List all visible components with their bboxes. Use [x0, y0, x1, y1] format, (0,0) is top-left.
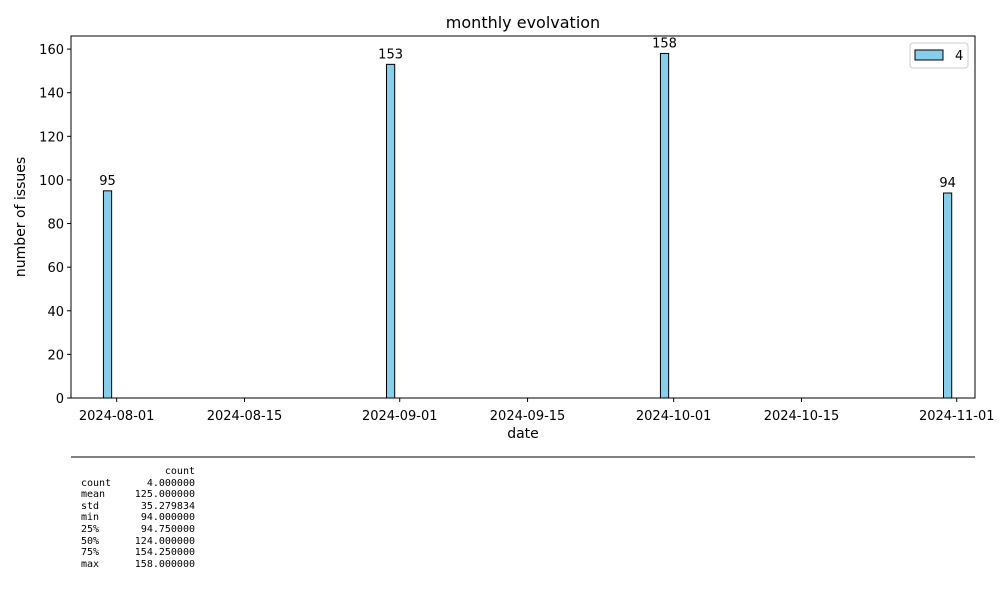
stats-row: 25% 94.750000: [81, 524, 195, 536]
bar-value-label: 153: [378, 47, 403, 62]
x-tick-label: 2024-08-01: [79, 409, 155, 424]
stats-row-value: 124.000000: [134, 535, 195, 547]
y-tick-label: 120: [39, 130, 64, 145]
x-tick-label: 2024-10-15: [764, 409, 840, 424]
stats-row-value: 154.250000: [134, 547, 195, 559]
stats-row-label: 25%: [81, 523, 100, 535]
x-tick-label: 2024-10-01: [636, 409, 712, 424]
x-axis: 2024-08-01 2024-08-15 2024-09-01 2024-09-15…: [79, 398, 995, 424]
stats-row-value: 94.750000: [140, 523, 195, 535]
stats-row-label: mean: [81, 489, 106, 501]
stats-row: count 4.000000: [81, 478, 195, 490]
y-tick-label: 100: [39, 174, 64, 189]
stats-row: std 35.279834: [81, 501, 195, 513]
bar-value-label: 158: [652, 36, 677, 51]
stats-row: min 94.000000: [81, 512, 195, 524]
y-tick-label: 20: [47, 348, 64, 363]
stats-row-value: 35.279834: [140, 500, 195, 512]
legend-swatch: [914, 49, 944, 61]
plot-area-frame: [70, 35, 976, 399]
stats-row-value: 158.000000: [134, 558, 195, 570]
x-tick-label: 2024-08-15: [207, 409, 283, 424]
y-tick-label: 140: [39, 87, 64, 102]
stats-row-label: max: [81, 558, 100, 570]
bar: [942, 192, 953, 399]
stats-column-header: count: [164, 466, 195, 477]
chart-title: monthly evolvation: [446, 13, 600, 32]
stats-row-label: min: [81, 512, 100, 524]
stats-row-value: 4.000000: [146, 477, 195, 489]
stats-table: count count 4.000000 mean 125.000000 std 35.27…: [81, 466, 195, 570]
bar: [385, 63, 396, 399]
x-tick-label: 2024-11-01: [919, 409, 995, 424]
x-tick-label: 2024-09-15: [490, 409, 566, 424]
stats-row: mean 125.000000: [81, 489, 195, 501]
y-tick-label: 160: [39, 43, 64, 58]
y-tick-label: 40: [47, 305, 64, 320]
stats-row-value: 125.000000: [134, 489, 195, 501]
bar: [659, 52, 670, 399]
y-axis-label: number of issues: [13, 157, 29, 277]
stats-row-value: 94.000000: [140, 512, 195, 524]
y-tick-label: 80: [47, 218, 64, 233]
stats-row: max 158.000000: [81, 559, 195, 571]
bar-series: [102, 52, 953, 399]
stats-row-label: std: [81, 500, 100, 512]
stats-row-label: 50%: [81, 535, 100, 547]
y-tick-label: 60: [47, 261, 64, 276]
bar-data-labels: 95 153 158 94: [99, 36, 956, 191]
stats-row: 75% 154.250000: [81, 547, 195, 559]
x-tick-label: 2024-09-01: [362, 409, 438, 424]
bar-value-label: 95: [99, 174, 116, 189]
stats-header: count: [81, 466, 195, 478]
x-axis-label: date: [507, 426, 539, 442]
stats-row-label: count: [81, 477, 112, 489]
stats-row-label: 75%: [81, 547, 100, 559]
bar: [102, 190, 113, 399]
legend: 4: [909, 42, 969, 69]
y-axis: 0 20 40 60 80 100 120 140 160: [39, 43, 71, 407]
bar-value-label: 94: [939, 176, 956, 191]
stats-row: 50% 124.000000: [81, 536, 195, 548]
legend-entry-label: 4: [955, 49, 963, 64]
y-tick-label: 0: [56, 392, 64, 407]
